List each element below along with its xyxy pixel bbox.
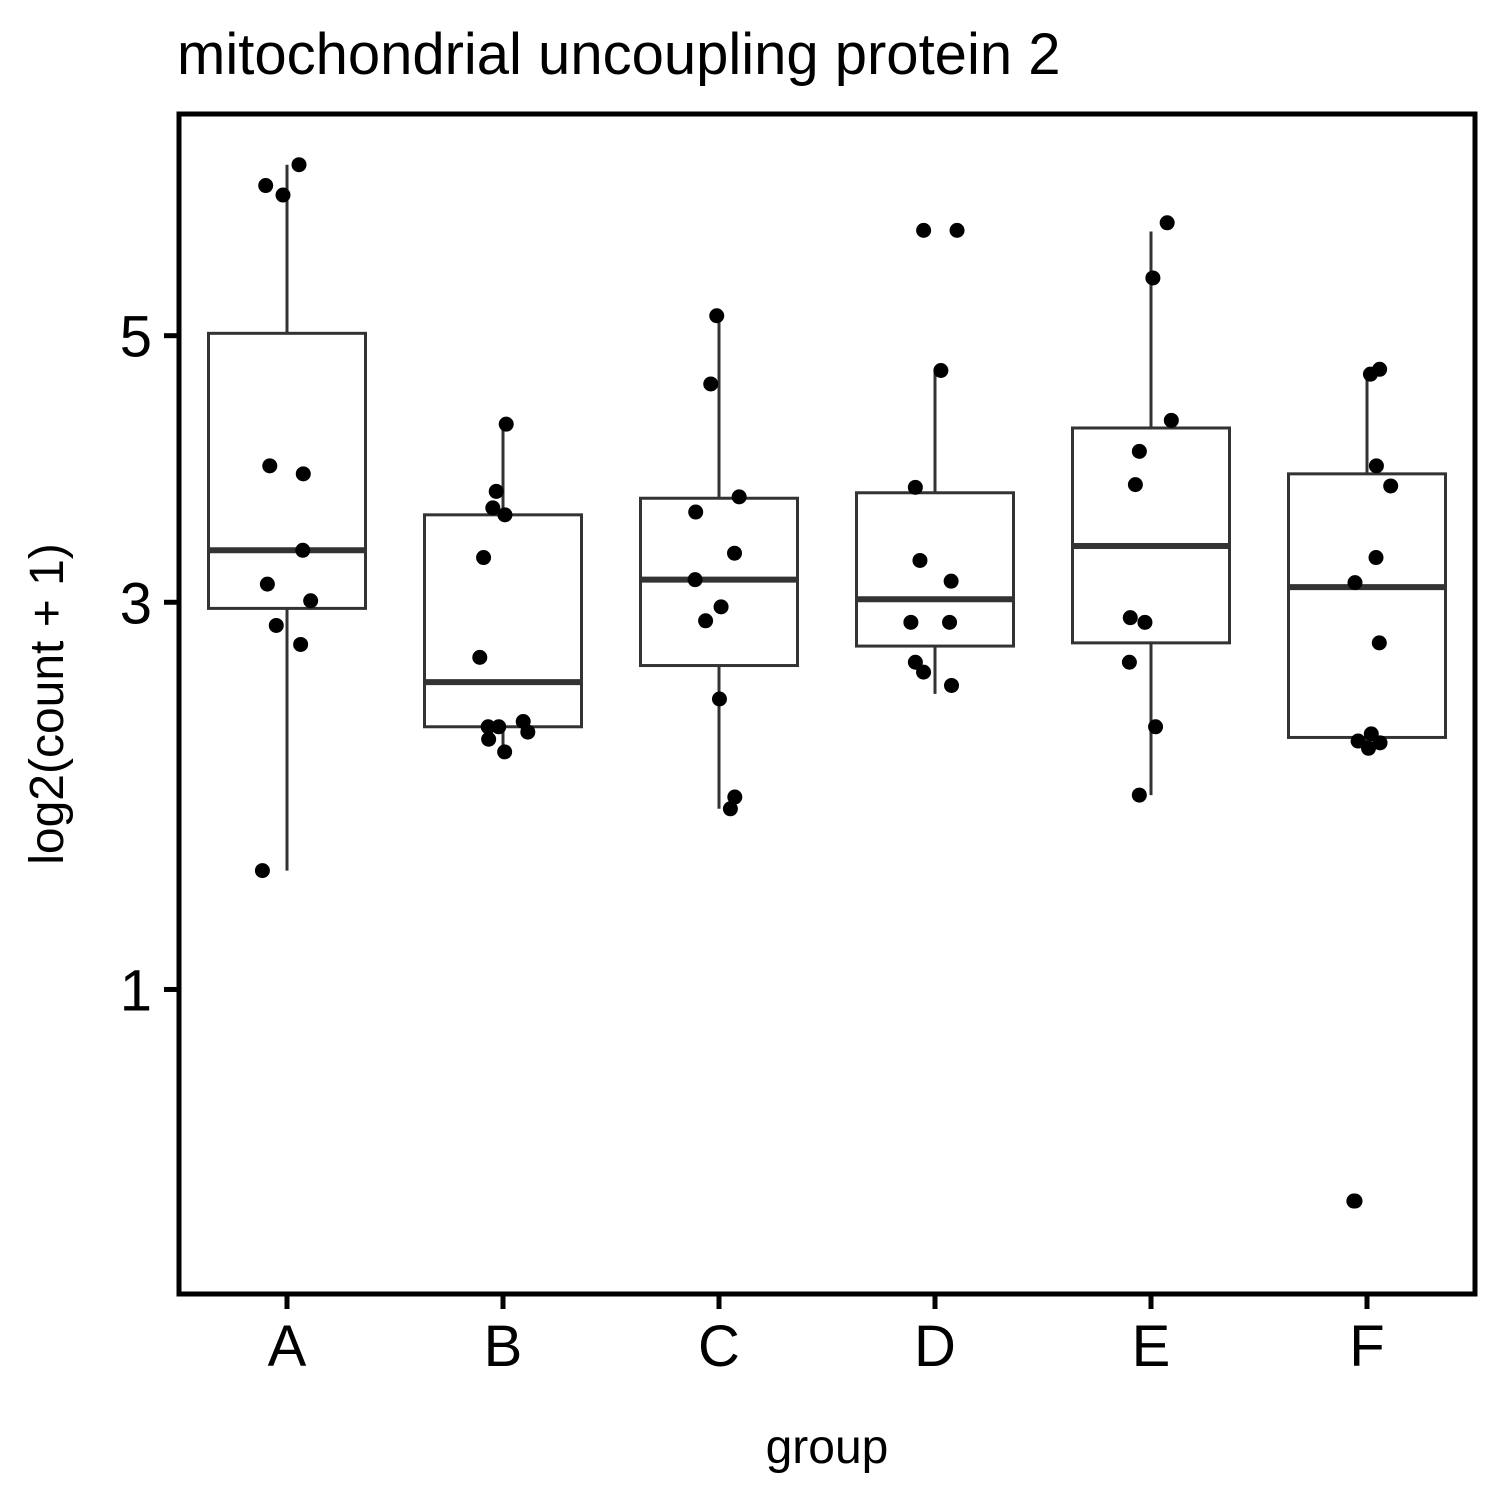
- data-point: [731, 489, 747, 505]
- data-point: [1121, 654, 1137, 670]
- data-point: [1371, 635, 1387, 651]
- boxes-layer: [207, 164, 1447, 871]
- data-point: [698, 613, 714, 629]
- box-A: [207, 164, 367, 871]
- data-point: [1368, 458, 1384, 474]
- box-iqr: [1071, 426, 1231, 645]
- data-point: [472, 649, 488, 665]
- data-point: [916, 222, 932, 238]
- data-point: [727, 789, 743, 805]
- x-axis-title: group: [766, 1421, 889, 1474]
- data-point: [1148, 719, 1164, 735]
- data-point: [1122, 610, 1138, 626]
- data-point: [942, 614, 958, 630]
- data-point: [703, 376, 719, 392]
- data-point: [1383, 478, 1399, 494]
- data-point: [258, 178, 274, 194]
- data-point: [1131, 443, 1147, 459]
- y-axis: 1 3 5: [120, 305, 179, 1023]
- data-point: [1368, 550, 1384, 566]
- y-tick-label: 3: [120, 571, 152, 636]
- plot-panel: [176, 111, 1478, 1297]
- data-point: [907, 479, 923, 495]
- data-point: [480, 719, 496, 735]
- box-C: [639, 315, 799, 809]
- box-iqr: [855, 491, 1015, 648]
- data-point: [254, 863, 270, 879]
- data-point: [1159, 215, 1175, 231]
- data-point: [687, 572, 703, 588]
- x-tick-label: D: [914, 1314, 956, 1379]
- data-point: [268, 617, 284, 633]
- y-tick-label: 5: [120, 305, 152, 370]
- data-point: [259, 576, 275, 592]
- data-point: [1163, 412, 1179, 428]
- x-tick-label: E: [1132, 1314, 1171, 1379]
- data-point: [1347, 575, 1363, 591]
- data-point: [1372, 735, 1388, 751]
- box-F: [1287, 371, 1447, 745]
- data-point: [293, 636, 309, 652]
- x-axis: A B C D E F: [268, 1294, 1385, 1379]
- data-point: [291, 157, 307, 173]
- data-point: [943, 573, 959, 589]
- data-point: [1131, 787, 1147, 803]
- x-tick-label: A: [268, 1314, 307, 1379]
- points-layer: [254, 157, 1399, 1209]
- data-point: [933, 362, 949, 378]
- data-point: [275, 187, 291, 203]
- data-point: [912, 552, 928, 568]
- data-point: [497, 507, 513, 523]
- y-tick-label: 1: [120, 958, 152, 1023]
- data-point: [491, 719, 507, 735]
- box-D: [855, 370, 1015, 694]
- data-point: [1145, 270, 1161, 286]
- data-point: [497, 744, 513, 760]
- data-point: [262, 458, 278, 474]
- data-point: [727, 545, 743, 561]
- data-point: [916, 664, 932, 680]
- data-point: [1360, 740, 1376, 756]
- data-point: [1137, 614, 1153, 630]
- box-iqr: [1287, 472, 1447, 739]
- data-point: [903, 614, 919, 630]
- data-point: [1127, 477, 1143, 493]
- data-point: [485, 500, 501, 516]
- data-point: [295, 542, 311, 558]
- box-E: [1071, 231, 1231, 796]
- data-point: [722, 801, 738, 817]
- data-point: [520, 724, 536, 740]
- chart-title: mitochondrial uncoupling protein 2: [177, 22, 1060, 87]
- data-point: [498, 416, 514, 432]
- data-point: [481, 731, 497, 747]
- data-point: [949, 222, 965, 238]
- data-point: [1350, 733, 1366, 749]
- data-point: [688, 504, 704, 520]
- data-point: [1346, 1193, 1362, 1209]
- data-point: [476, 550, 492, 566]
- data-point: [944, 677, 960, 693]
- y-axis-title: log2(count + 1): [21, 543, 74, 865]
- data-point: [295, 466, 311, 482]
- data-point: [709, 308, 725, 324]
- data-point: [1362, 366, 1378, 382]
- data-point: [488, 483, 504, 499]
- data-point: [907, 654, 923, 670]
- data-point: [711, 691, 727, 707]
- data-point: [303, 593, 319, 609]
- data-point: [713, 599, 729, 615]
- x-tick-label: B: [484, 1314, 523, 1379]
- box-iqr: [423, 513, 583, 729]
- x-tick-label: C: [698, 1314, 740, 1379]
- box-iqr: [207, 331, 367, 610]
- x-tick-label: F: [1349, 1314, 1384, 1379]
